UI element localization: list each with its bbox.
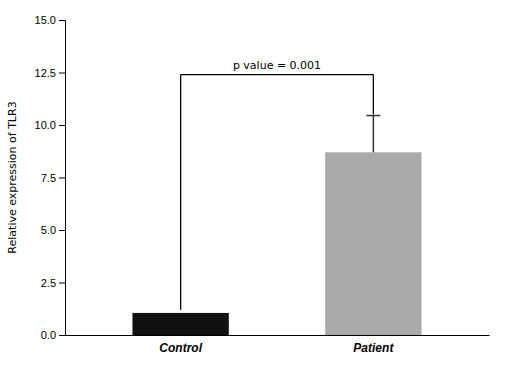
- y-tick-label: 12.5: [35, 67, 56, 79]
- bracket-right: [373, 75, 374, 115]
- plot: 0.0 2.5 5.0 7.5 10.0 12.5 15.0 Control Patient p …: [35, 14, 490, 355]
- y-tick-mark: [59, 125, 65, 126]
- bar: [132, 313, 228, 335]
- y-tick: 5.0: [41, 224, 65, 236]
- y-tick-label: 0.0: [41, 329, 56, 341]
- y-tick: 7.5: [41, 172, 65, 184]
- chart: 0.0 2.5 5.0 7.5 10.0 12.5 15.0 Control Patient p …: [0, 0, 509, 375]
- y-axis: 0.0 2.5 5.0 7.5 10.0 12.5 15.0: [35, 14, 66, 341]
- bar: [325, 152, 421, 335]
- x-tick: Patient: [353, 341, 394, 355]
- y-tick-mark: [59, 20, 65, 21]
- chart-container: 0.0 2.5 5.0 7.5 10.0 12.5 15.0 Control Patient p …: [0, 0, 509, 375]
- y-axis-line: [59, 21, 66, 336]
- x-axis: Control Patient: [66, 336, 490, 355]
- y-tick: 15.0: [35, 14, 65, 26]
- y-tick: 0.0: [41, 329, 65, 341]
- y-tick-label: 2.5: [41, 277, 56, 289]
- x-tick-label: Patient: [353, 341, 394, 355]
- y-axis-label: Relative expression of TLR3: [6, 101, 19, 253]
- marks: [132, 75, 421, 335]
- error-bar-cap: [366, 115, 380, 117]
- annotation: p value = 0.001: [233, 59, 321, 72]
- bracket-top: [181, 74, 374, 75]
- y-tick-label: 5.0: [41, 224, 56, 236]
- bracket-left: [180, 75, 181, 310]
- y-tick-mark: [59, 335, 65, 336]
- x-tick: Control: [159, 341, 202, 355]
- error-bar: [373, 116, 375, 153]
- y-tick: 2.5: [41, 277, 65, 289]
- y-tick-mark: [59, 178, 65, 179]
- y-tick-mark: [59, 73, 65, 74]
- y-tick-label: 15.0: [35, 14, 56, 26]
- y-tick-label: 10.0: [35, 119, 56, 131]
- y-tick: 12.5: [35, 67, 65, 79]
- y-tick-label: 7.5: [41, 172, 56, 184]
- x-axis-line: [66, 335, 490, 336]
- y-tick-mark: [59, 283, 65, 284]
- y-tick: 10.0: [35, 119, 65, 131]
- y-tick-mark: [59, 230, 65, 231]
- x-tick-label: Control: [159, 341, 202, 355]
